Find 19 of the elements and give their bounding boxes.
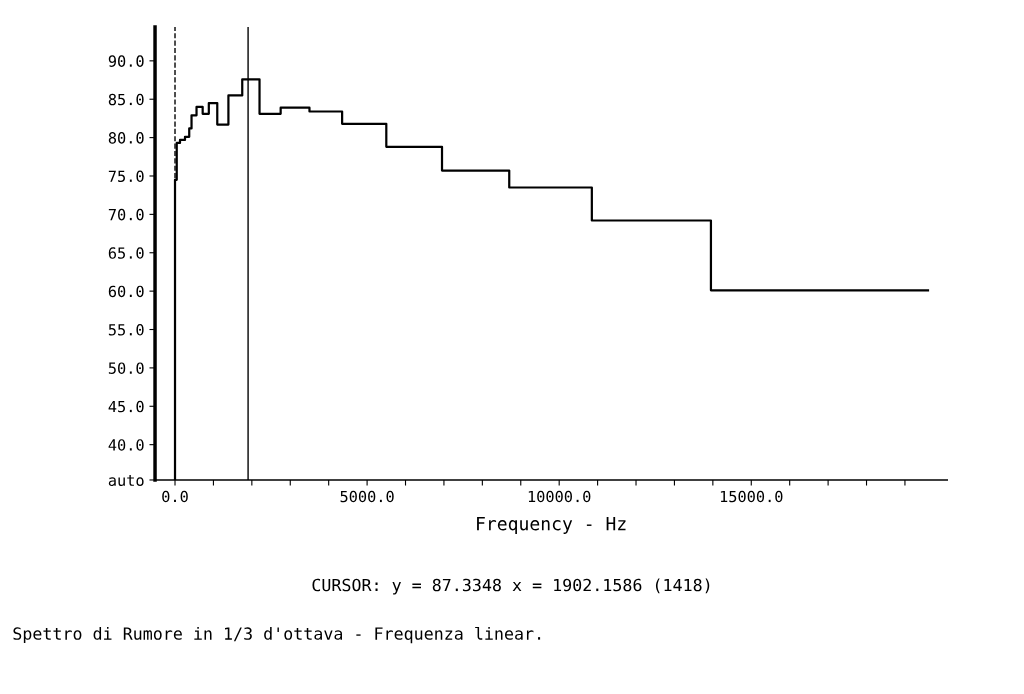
text: CURSOR: y = 87.3348 x = 1902.1586 (1418): [312, 578, 710, 595]
x-tick-label: 0.0: [162, 490, 188, 503]
x-axis-title: Frequency - Hz: [477, 516, 626, 534]
y-tick-label: 70.0: [108, 208, 144, 221]
y-tick-label: 85.0: [108, 93, 144, 106]
y-tick-label: 60.0: [108, 285, 144, 298]
y-tick-label: 90.0: [108, 55, 144, 67]
x-tick-label: 10000.0: [528, 490, 591, 503]
y-tick-label: 45.0: [108, 400, 144, 413]
x-tick-label: 15000.0: [720, 490, 783, 503]
y-tick-label: 55.0: [108, 324, 144, 336]
y-tick-label: 50.0: [108, 362, 144, 374]
x-tick-label: 5000.0: [340, 490, 394, 503]
y-tick-label: 40.0: [108, 439, 144, 451]
y-tick-label: 65.0: [108, 247, 144, 259]
y-tick-label: auto: [108, 475, 144, 487]
text: Spettro di Rumore in 1/3 d'ottava - Frequenza linear.: [13, 626, 541, 644]
y-tick-label: 75.0: [108, 170, 144, 183]
y-tick-label: 80.0: [108, 132, 144, 144]
